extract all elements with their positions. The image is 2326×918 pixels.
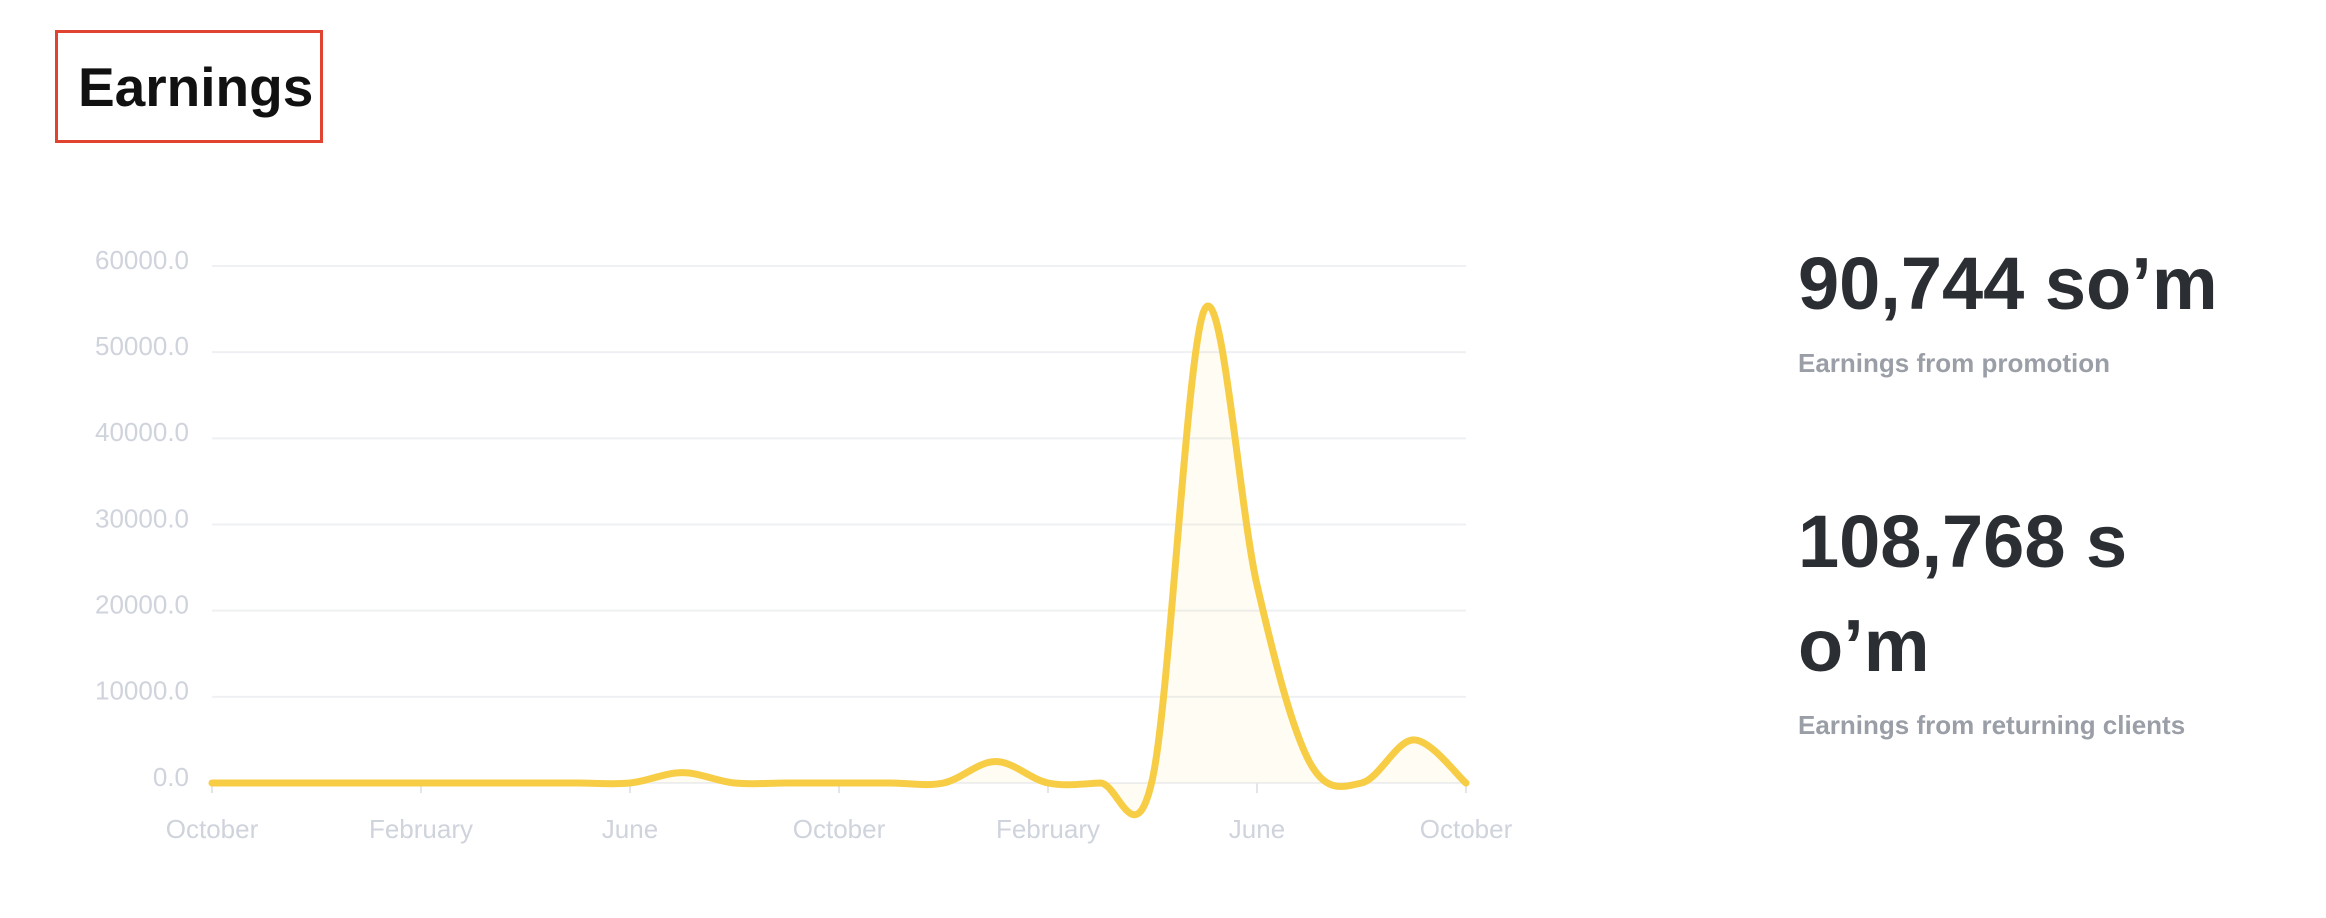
x-tick-label: October — [166, 814, 259, 844]
y-tick-label: 40000.0 — [95, 417, 189, 447]
y-tick-label: 50000.0 — [95, 331, 189, 361]
x-tick-label: February — [369, 814, 473, 844]
stat-value: 108,768 so’m — [1798, 500, 2128, 687]
y-tick-label: 20000.0 — [95, 590, 189, 620]
x-tick-label: February — [996, 814, 1100, 844]
x-tick-label: June — [602, 814, 658, 844]
y-tick-label: 30000.0 — [95, 503, 189, 533]
y-tick-label: 10000.0 — [95, 676, 189, 706]
stat-label: Earnings from returning clients — [1798, 710, 2186, 740]
x-tick-label: October — [1420, 814, 1513, 844]
x-tick-label: October — [793, 814, 886, 844]
y-tick-label: 0.0 — [153, 762, 189, 792]
page-title: Earnings — [78, 56, 314, 118]
title-box: Earnings — [55, 30, 323, 143]
y-tick-label: 60000.0 — [95, 245, 189, 275]
area — [212, 306, 1466, 815]
x-tick-label: June — [1229, 814, 1285, 844]
stat: 90,744 so’m Earnings from promotion — [1798, 232, 2238, 379]
stat-value: 90,744 so’m — [1798, 242, 2218, 325]
stat-label: Earnings from promotion — [1798, 348, 2110, 378]
line — [208, 302, 1470, 819]
chart: 0.0 10000.0 20000.0 30000.0 40000.0 50000.0 60… — [95, 245, 1513, 844]
stat: 108,768 so’m Earnings from returning cli… — [1798, 490, 2238, 741]
